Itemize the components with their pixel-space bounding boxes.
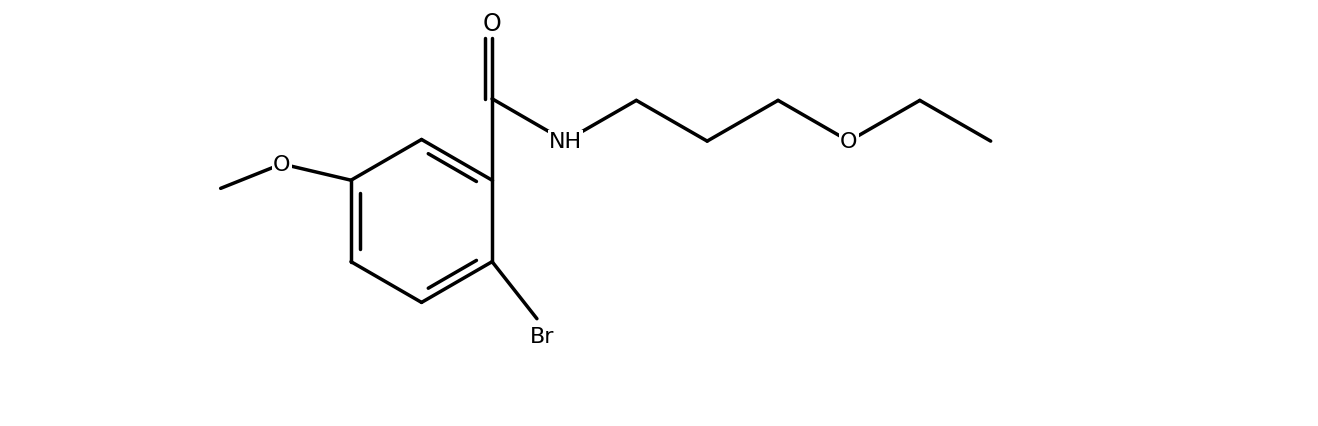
Text: O: O — [840, 132, 858, 152]
Text: O: O — [482, 12, 501, 36]
Text: O: O — [273, 155, 290, 175]
Text: Br: Br — [530, 326, 554, 346]
Text: NH: NH — [548, 132, 583, 152]
